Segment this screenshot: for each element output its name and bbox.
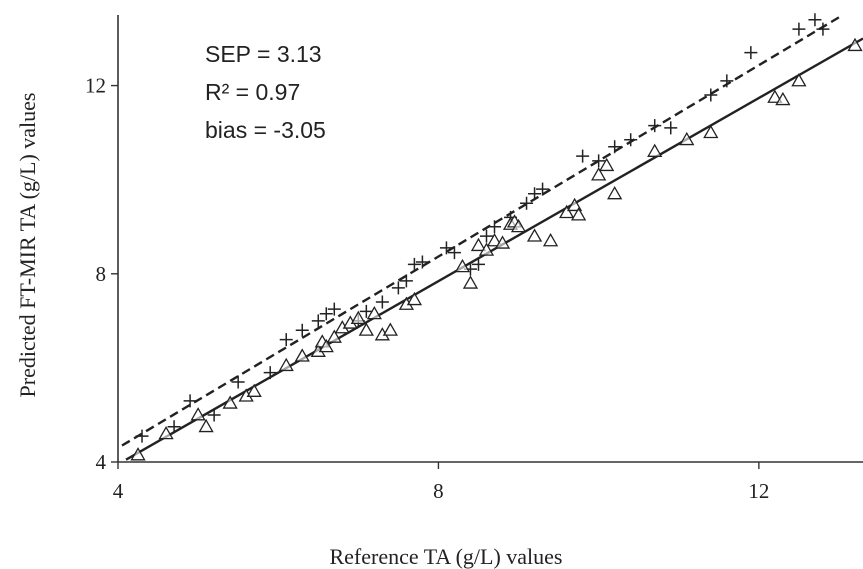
triangle-marker [478,242,495,256]
plus-marker [207,408,221,422]
plus-marker [359,304,373,318]
triangle-marker [406,291,423,306]
plus-marker [183,394,197,408]
plus-marker [439,241,453,255]
ticks [111,84,760,469]
plus-marker [576,149,590,163]
plus-marker [592,154,606,168]
plus-marker [624,133,638,147]
stats-annotation: SEP = 3.13 R² = 0.97 bias = -3.05 [205,41,326,143]
plus-marker [488,220,502,234]
triangle-marker [318,338,334,353]
x-tick-label: 8 [433,479,444,503]
triangle-marker [542,233,559,247]
plus-marker [447,246,461,260]
triangle-marker [566,197,583,212]
triangle-marker [791,73,807,87]
solid-fit-line [125,37,863,461]
r2-annotation: R² = 0.97 [205,79,300,105]
plus-marker [167,420,181,434]
plus-marker [231,375,245,389]
triangle-marker [158,425,174,440]
triangle-marker [679,131,695,146]
plus-marker [391,281,405,295]
triangle-marker [190,407,206,421]
triangle-marker [526,228,543,242]
plus-marker [808,13,822,27]
axes [117,15,863,463]
triangle-marker [570,207,587,221]
triangle-marker [591,167,607,181]
triangle-marker [599,157,615,172]
triangle-marker [510,218,527,233]
plus-marker [263,366,277,380]
triangle-marker [382,322,398,336]
triangle-marker [647,143,663,157]
plus-marker [520,196,534,210]
sep-annotation: SEP = 3.13 [205,41,322,67]
x-tick-label: 4 [113,479,124,503]
plus-marker [536,182,550,196]
y-tick-label: 12 [85,74,106,98]
plus-marker [135,429,149,443]
triangle-marker [558,204,575,219]
triangle-marker [470,237,487,252]
plus-marker [704,88,718,102]
plus-marker [720,74,734,88]
triangle-marker [294,348,310,362]
plus-marker [279,333,293,347]
triangle-marker [222,395,238,409]
plus-marker [479,229,493,243]
triangle-marker [278,357,294,372]
triangle-marker [703,124,719,139]
triangle-marker [847,37,863,52]
plus-marker [471,257,485,271]
x-tick-label: 12 [748,479,769,503]
y-axis-title: Predicted FT-MIR TA (g/L) values [15,93,40,398]
triangle-marker [130,447,146,461]
triangle-marker [767,89,783,103]
bias-annotation: bias = -3.05 [205,117,326,143]
triangle-marker [198,418,214,433]
plus-marker [528,187,542,201]
plus-marker [664,121,678,135]
plus-marker [407,257,421,271]
tick-labels: 4 8 12 4 8 12 [85,74,769,503]
plus-marker [744,46,758,60]
triangle-marker [486,233,503,247]
fit-lines [121,16,863,461]
triangle-marker [326,329,342,343]
triangle-marker [494,235,511,249]
plus-marker [399,274,413,288]
triangle-marker [246,383,262,397]
triangle-marker [358,322,374,336]
triangle-marker [462,275,479,289]
plus-marker [792,22,806,36]
plus-marker [608,140,622,154]
x-axis-title: Reference TA (g/L) values [329,544,562,569]
triangle-marker [366,305,382,320]
plus-marker [319,307,333,321]
triangle-marker [775,91,791,106]
plus-marker [648,119,662,133]
plus-marker [295,323,309,337]
y-tick-label: 8 [96,262,107,286]
triangle-marker [350,310,366,325]
plus-marker [816,22,830,36]
plus-marker [415,255,429,269]
triangle-marker [607,185,623,200]
plus-marker [327,302,341,316]
data-points [130,13,863,461]
y-tick-label: 4 [96,450,107,474]
plus-marker [311,314,325,328]
plus-marker [375,295,389,309]
triangle-marker [454,258,471,273]
